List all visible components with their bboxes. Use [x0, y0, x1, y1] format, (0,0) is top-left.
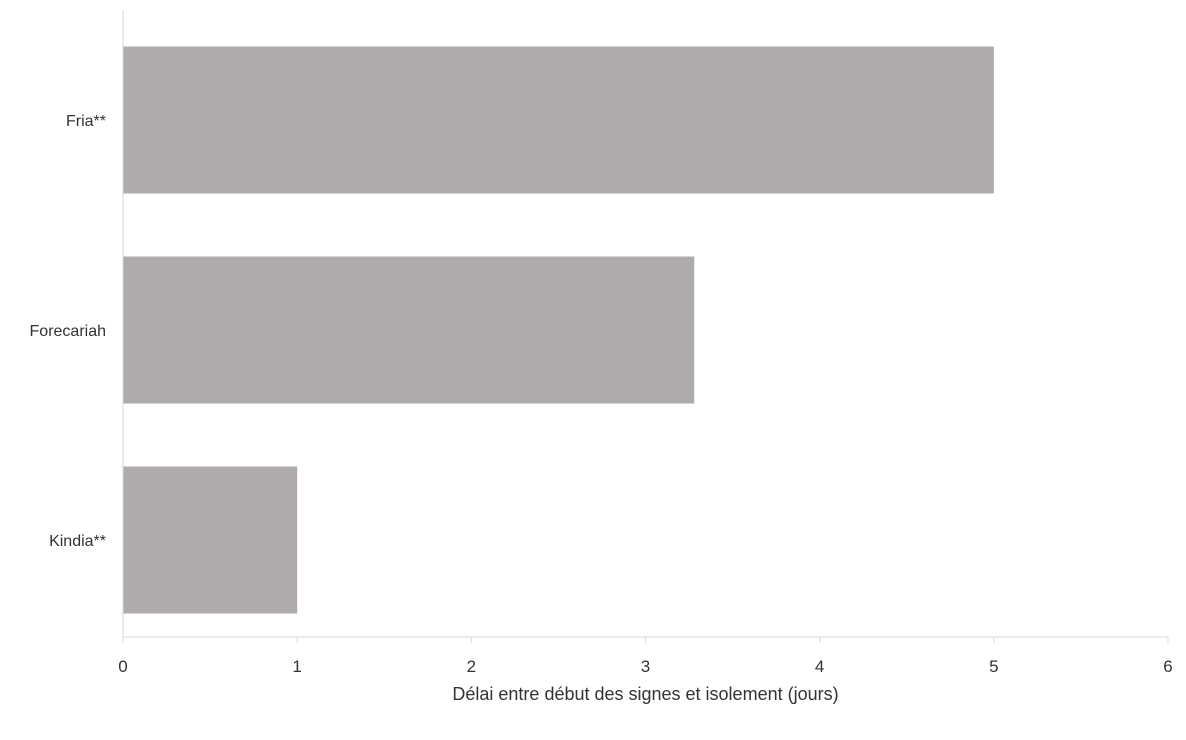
category-labels: Fria** Forecariah Kindia** — [30, 113, 106, 550]
x-tick-label: 4 — [815, 657, 824, 676]
bar-fria — [123, 46, 994, 194]
x-tick-labels: 0 1 2 3 4 5 6 — [118, 657, 1172, 676]
bar-forecariah — [123, 256, 695, 404]
category-label: Fria** — [66, 113, 106, 130]
category-label: Kindia** — [49, 533, 106, 550]
x-tick-label: 2 — [467, 657, 476, 676]
bar-kindia — [123, 466, 298, 614]
x-tick-label: 0 — [118, 657, 127, 676]
x-tick-label: 5 — [989, 657, 998, 676]
category-label: Forecariah — [30, 323, 106, 340]
x-tick-label: 3 — [641, 657, 650, 676]
bars-group — [123, 46, 994, 614]
x-tick-label: 1 — [292, 657, 301, 676]
axes-group — [122, 10, 1169, 643]
x-axis-title: Délai entre début des signes et isolemen… — [452, 684, 838, 704]
x-tick-label: 6 — [1163, 657, 1172, 676]
